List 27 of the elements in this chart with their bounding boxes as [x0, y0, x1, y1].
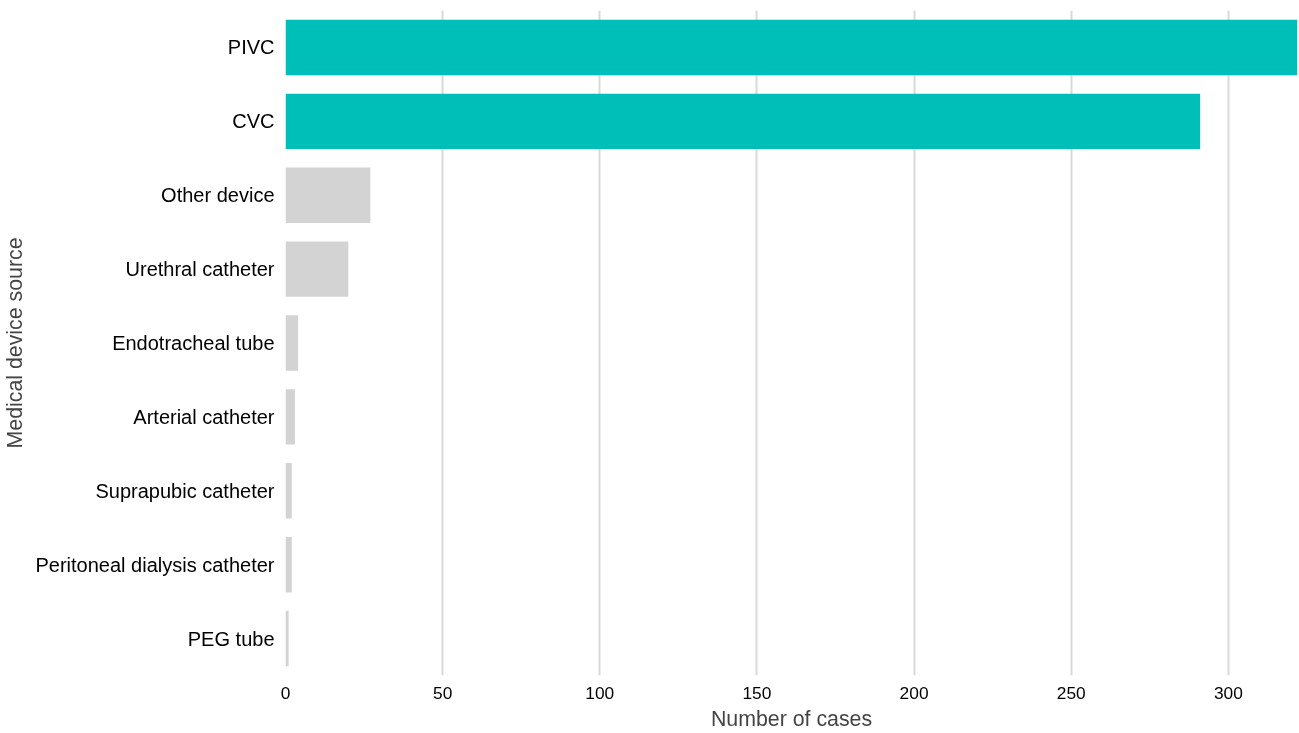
y-tick-label: PIVC	[227, 36, 275, 59]
x-tick-label: 150	[742, 682, 772, 703]
bar	[285, 93, 1201, 150]
y-tick-label: Peritoneal dialysis catheter	[35, 553, 275, 576]
bar	[285, 389, 295, 445]
x-tick-label: 0	[280, 682, 291, 703]
y-axis-title: Medical device source	[3, 237, 28, 449]
x-tick-label: 300	[1213, 682, 1243, 703]
y-tick-label: Arterial catheter	[133, 405, 275, 428]
y-tick-label: Suprapubic catheter	[95, 479, 275, 502]
x-tick-label: 50	[433, 682, 453, 703]
bar	[285, 463, 292, 519]
bar	[285, 241, 349, 297]
y-tick-label: CVC	[232, 110, 275, 133]
x-tick-label: 250	[1056, 682, 1086, 703]
bar	[285, 610, 289, 667]
x-axis-title: Number of cases	[710, 706, 873, 731]
y-tick-label: Urethral catheter	[125, 258, 275, 281]
bar	[285, 167, 371, 223]
bar	[285, 536, 292, 593]
y-tick-label: Endotracheal tube	[112, 332, 275, 354]
bar	[285, 315, 299, 371]
x-tick-label: 200	[899, 682, 929, 703]
y-tick-label: Other device	[161, 184, 275, 207]
y-tick-label: PEG tube	[187, 627, 275, 650]
bar	[285, 19, 1298, 76]
x-tick-label: 100	[585, 682, 615, 703]
